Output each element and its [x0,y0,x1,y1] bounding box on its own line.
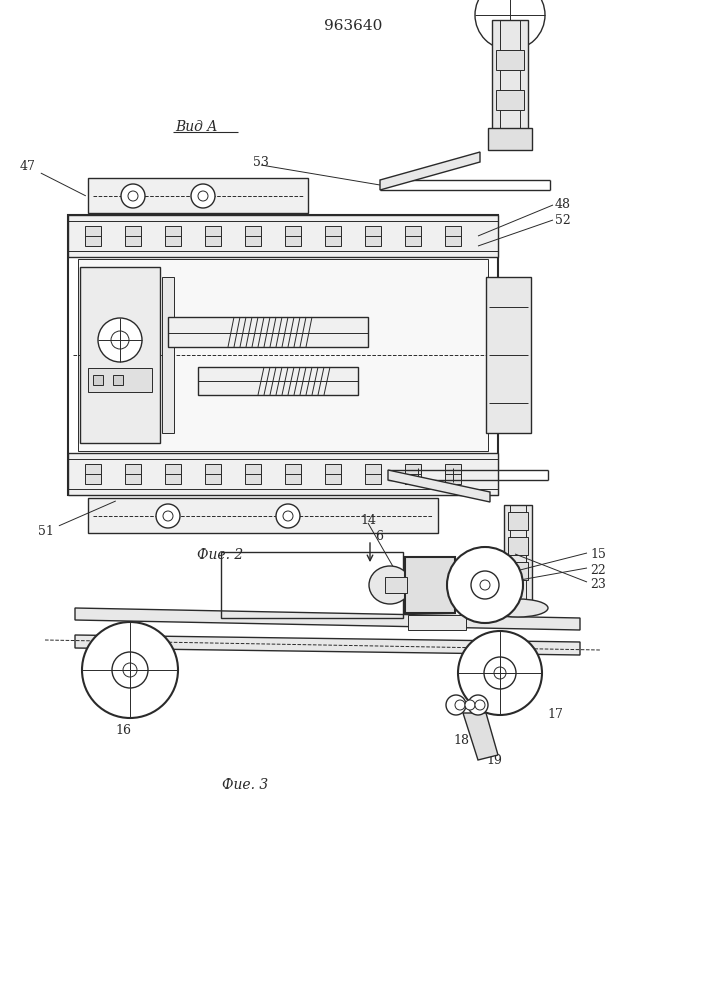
Ellipse shape [488,599,548,617]
Circle shape [484,657,516,689]
Bar [365,464,381,484]
Bar [85,226,101,246]
Circle shape [121,184,145,208]
Bar [88,498,438,533]
Bar [245,464,261,484]
Bar [245,226,261,246]
Polygon shape [388,470,490,502]
Bar [165,464,181,484]
Text: 18: 18 [453,734,469,746]
Bar [408,615,466,630]
Text: 16: 16 [115,724,131,736]
Text: 47: 47 [20,160,86,196]
Circle shape [276,504,300,528]
Circle shape [455,700,465,710]
Text: 17: 17 [547,708,563,722]
Bar [78,259,488,451]
Text: 51: 51 [38,501,115,538]
Text: 53: 53 [253,156,269,169]
Bar [88,178,308,213]
Text: 15: 15 [590,548,606,562]
Text: 6: 6 [375,530,383,544]
Bar [325,464,341,484]
Bar [508,537,528,555]
Text: Вид A: Вид A [175,120,217,134]
Text: 48: 48 [555,198,571,212]
Text: 14: 14 [360,514,376,526]
Text: Фие. 3: Фие. 3 [222,778,268,792]
Bar [445,226,461,246]
Circle shape [475,700,485,710]
Text: 22: 22 [590,564,606,576]
Text: 963640: 963640 [324,19,382,33]
Bar [68,453,498,495]
Circle shape [156,504,180,528]
Circle shape [112,652,148,688]
Bar [492,20,528,130]
Bar [445,464,461,484]
Bar [504,505,532,600]
Circle shape [447,547,523,623]
Bar [125,226,141,246]
Circle shape [82,622,178,718]
Bar [325,226,341,246]
Bar [496,50,524,70]
Polygon shape [380,152,480,190]
Bar [365,226,381,246]
Bar [405,464,421,484]
Bar [68,215,498,495]
Bar [285,464,301,484]
Bar [508,562,528,580]
Text: 52: 52 [555,214,571,227]
Bar [205,226,221,246]
Bar [125,464,141,484]
Text: 23: 23 [590,578,606,591]
Bar [80,267,160,443]
Circle shape [446,695,466,715]
Bar [168,317,368,347]
Bar [165,226,181,246]
Polygon shape [463,713,498,760]
Text: Фие. 2: Фие. 2 [197,548,243,562]
Circle shape [475,0,545,50]
Bar [385,577,407,593]
Bar [508,512,528,530]
Bar [221,552,403,618]
Polygon shape [75,635,580,655]
Bar [486,277,531,433]
Polygon shape [75,608,580,630]
Bar [88,368,152,392]
Circle shape [480,580,490,590]
Bar [205,464,221,484]
Bar [496,90,524,110]
Circle shape [471,571,499,599]
Bar [93,375,103,385]
Circle shape [465,700,475,710]
Circle shape [123,663,137,677]
Ellipse shape [369,566,411,604]
Bar [198,367,358,395]
Circle shape [468,695,488,715]
Bar [162,277,174,433]
Circle shape [98,318,142,362]
Bar [85,464,101,484]
Bar [113,375,123,385]
Circle shape [458,631,542,715]
Text: 19: 19 [486,754,502,766]
Bar [488,128,532,150]
Circle shape [494,667,506,679]
Circle shape [191,184,215,208]
Bar [405,557,455,613]
Bar [68,215,498,257]
Bar [405,226,421,246]
Bar [285,226,301,246]
